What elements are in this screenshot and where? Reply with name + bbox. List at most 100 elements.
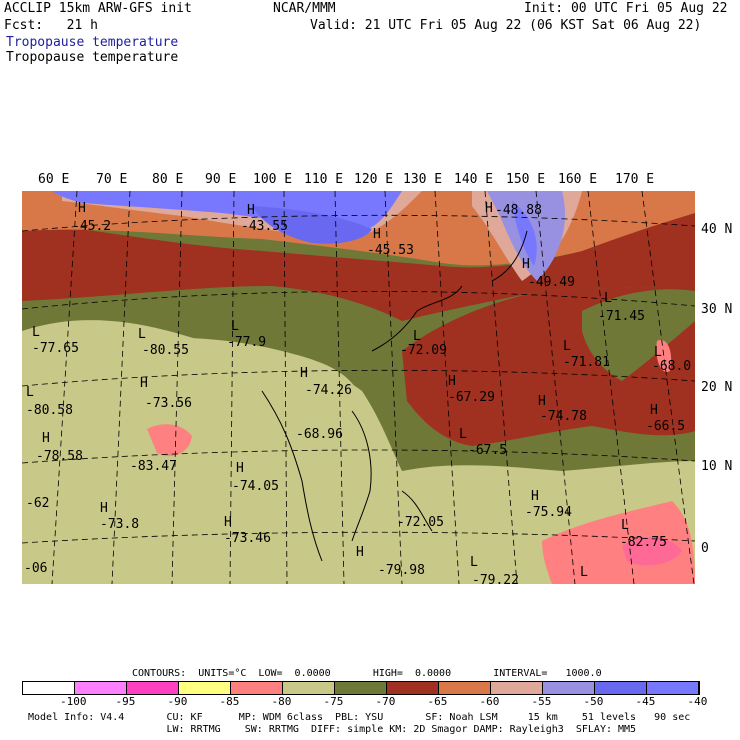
colorbar-tick-label: -45 <box>635 695 656 708</box>
extremum-value: -45.2 <box>72 219 112 234</box>
colorbar-tick-label: -70 <box>375 695 396 708</box>
extremum-value: -75.94 <box>525 505 572 520</box>
low-marker: H <box>356 545 364 560</box>
extremum-value: -73.46 <box>224 531 271 546</box>
high-marker: H <box>100 501 108 516</box>
low-marker: L <box>26 385 34 400</box>
lon-label: 130 E <box>403 172 443 187</box>
high-marker: H <box>485 201 493 216</box>
extremum-value: -45.53 <box>367 243 414 258</box>
colorbar-swatch <box>75 682 127 694</box>
colorbar-swatch <box>387 682 439 694</box>
lon-label: 160 E <box>558 172 598 187</box>
extremum-value: -66.5 <box>646 419 686 434</box>
extremum-value: -67.29 <box>448 390 495 405</box>
colorbar-tick-label: -40 <box>687 695 708 708</box>
extremum-value: -74.05 <box>232 479 279 494</box>
low-marker: L <box>563 339 571 354</box>
high-marker: H <box>522 257 530 272</box>
extremum-value: -74.78 <box>540 409 587 424</box>
lat-label: 30 N <box>701 302 733 317</box>
extremum-value: -73.56 <box>145 396 192 411</box>
colorbar-swatch <box>179 682 231 694</box>
field-title-contour: Tropopause temperature <box>6 50 179 65</box>
colorbar-tick-label: -95 <box>115 695 136 708</box>
extremum-value: -67.5 <box>468 443 508 458</box>
high-marker: H <box>247 203 255 218</box>
lon-label: 60 E <box>38 172 70 187</box>
high-marker: H <box>531 489 539 504</box>
field-title-shaded: Tropopause temperature <box>6 35 179 50</box>
low-marker: L <box>32 325 40 340</box>
high-marker: H <box>140 376 148 391</box>
colorbar-swatch <box>23 682 75 694</box>
extremum-value: -48.88 <box>495 203 542 218</box>
lon-label: 120 E <box>354 172 394 187</box>
extremum-value: -68.0 <box>652 359 692 374</box>
high-marker: H <box>373 227 381 242</box>
extremum-value: -74.26 <box>305 383 352 398</box>
low-marker: L <box>604 291 612 306</box>
lon-label: 150 E <box>506 172 546 187</box>
lat-label: 0 <box>701 541 709 556</box>
colorbar-tick-label: -90 <box>167 695 188 708</box>
high-marker: H <box>300 366 308 381</box>
colorbar-tick-label: -60 <box>479 695 500 708</box>
high-marker: H <box>448 374 456 389</box>
colorbar-swatch <box>231 682 283 694</box>
extremum-value: -73.8 <box>100 517 140 532</box>
extremum-value: -71.45 <box>598 309 645 324</box>
lat-label: 40 N <box>701 222 733 237</box>
extremum-value: -68.96 <box>296 427 343 442</box>
init-time: Init: 00 UTC Fri 05 Aug 22 <box>524 1 728 16</box>
valid-time: Valid: 21 UTC Fri 05 Aug 22 (06 KST Sat … <box>310 18 702 33</box>
colorbar-tick-label: -55 <box>531 695 552 708</box>
institution-label: NCAR/MMM <box>273 1 336 16</box>
colorbar-tick-label: -65 <box>427 695 448 708</box>
extremum-value: -72.09 <box>400 343 447 358</box>
extremum-value: -06 <box>24 561 48 576</box>
lat-label: 10 N <box>701 459 733 474</box>
extremum-value: -80.55 <box>142 343 189 358</box>
high-marker: H <box>78 201 86 216</box>
extremum-value: -77.65 <box>32 341 79 356</box>
high-marker: H <box>224 515 232 530</box>
lon-label: 70 E <box>96 172 128 187</box>
contours-info: CONTOURS: UNITS=°C LOW= 0.0000 HIGH= 0.0… <box>132 668 602 679</box>
lon-label: 140 E <box>454 172 494 187</box>
colorbar-tick-label: -85 <box>219 695 240 708</box>
low-marker: L <box>621 518 629 533</box>
run-title: ACCLIP 15km ARW-GFS init <box>4 1 192 16</box>
colorbar-swatch <box>127 682 179 694</box>
lon-label: 100 E <box>253 172 293 187</box>
extremum-value: -49.49 <box>528 275 575 290</box>
colorbar-swatch <box>283 682 335 694</box>
lon-label: 90 E <box>205 172 237 187</box>
colorbar-swatch <box>595 682 647 694</box>
lon-label: 170 E <box>615 172 655 187</box>
colorbar <box>22 681 700 695</box>
extremum-value: -62 <box>26 496 50 511</box>
colorbar-swatch <box>439 682 491 694</box>
extremum-value: -82.75 <box>620 535 667 550</box>
extremum-value: -77.9 <box>227 335 267 350</box>
high-marker: H <box>650 403 658 418</box>
low-marker: L <box>413 329 421 344</box>
colorbar-swatch <box>647 682 699 694</box>
colorbar-swatch <box>335 682 387 694</box>
model-info-line1: Model Info: V4.4 CU: KF MP: WDM 6class P… <box>28 712 691 723</box>
low-marker: L <box>459 427 467 442</box>
high-marker: H <box>236 461 244 476</box>
forecast-hour: Fcst: 21 h <box>4 18 98 33</box>
tropopause-temperature-map <box>22 191 695 584</box>
low-marker: L <box>654 345 662 360</box>
low-marker: L <box>138 327 146 342</box>
extremum-value: -80.58 <box>26 403 73 418</box>
colorbar-tick-label: -75 <box>323 695 344 708</box>
extremum-value: -79.98 <box>378 563 425 578</box>
extremum-value: -78.58 <box>36 449 83 464</box>
map-panel <box>22 191 695 584</box>
extremum-value: -83.47 <box>130 459 177 474</box>
colorbar-tick-label: -80 <box>271 695 292 708</box>
extremum-value: -43.55 <box>241 219 288 234</box>
